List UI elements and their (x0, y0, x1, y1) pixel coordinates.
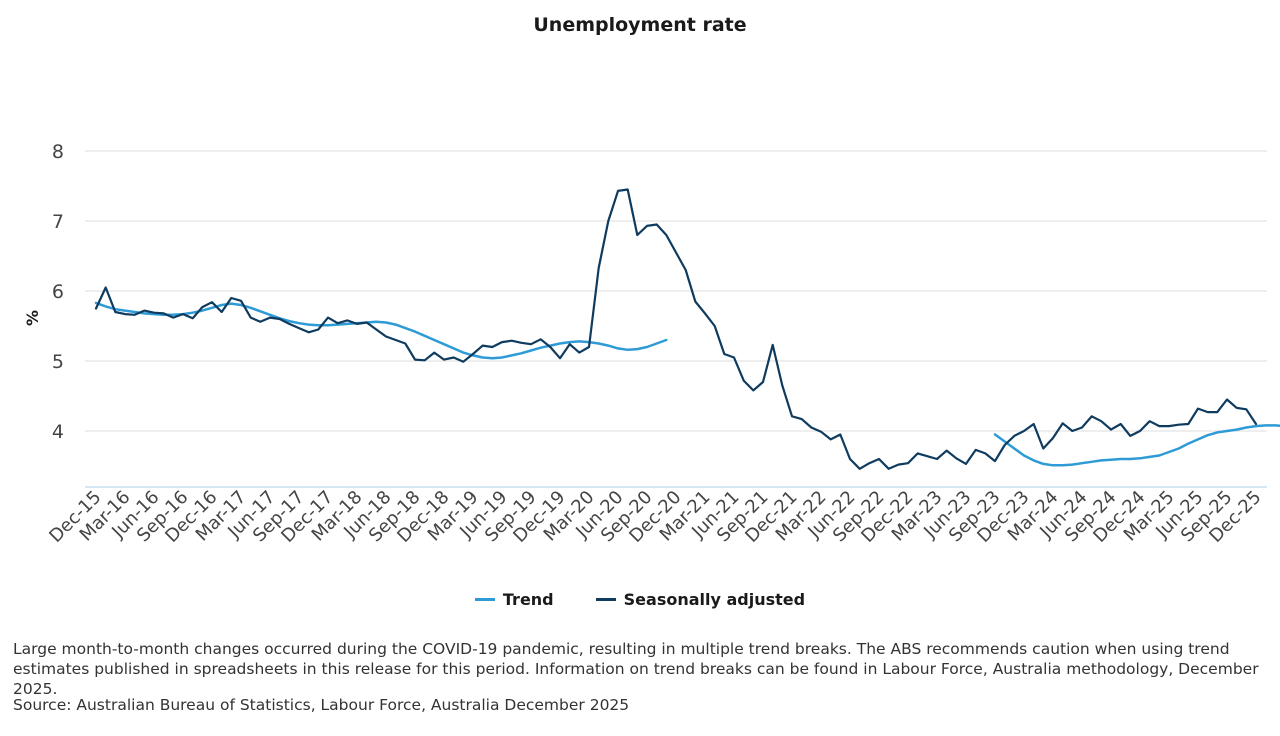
y-tick-label: 5 (52, 351, 64, 373)
chart-area: 45678%Dec-15Mar-16Jun-16Sep-16Dec-16Mar-… (23, 141, 1280, 547)
footnote: Large month-to-month changes occurred du… (13, 640, 1259, 698)
legend-swatch-trend (474, 598, 495, 601)
series-line-seasonally-adjusted (94, 188, 1258, 470)
legend-item-seasonally-adjusted[interactable]: Seasonally adjusted (595, 590, 806, 609)
y-tick-label: 7 (52, 211, 64, 233)
y-tick-label: 8 (52, 141, 64, 163)
series-line-trend (94, 301, 1280, 467)
y-axis-label: % (23, 310, 42, 326)
legend-item-trend[interactable]: Trend (474, 590, 554, 609)
legend: Trend Seasonally adjusted (0, 590, 1280, 609)
legend-label-seasonally-adjusted: Seasonally adjusted (623, 590, 806, 609)
legend-label-trend: Trend (502, 590, 554, 609)
y-tick-label: 4 (52, 421, 64, 443)
chart-title: Unemployment rate (533, 14, 747, 36)
y-tick-label: 6 (52, 281, 64, 303)
legend-swatch-seasonally-adjusted (595, 598, 616, 601)
source-note: Source: Australian Bureau of Statistics,… (13, 696, 630, 714)
